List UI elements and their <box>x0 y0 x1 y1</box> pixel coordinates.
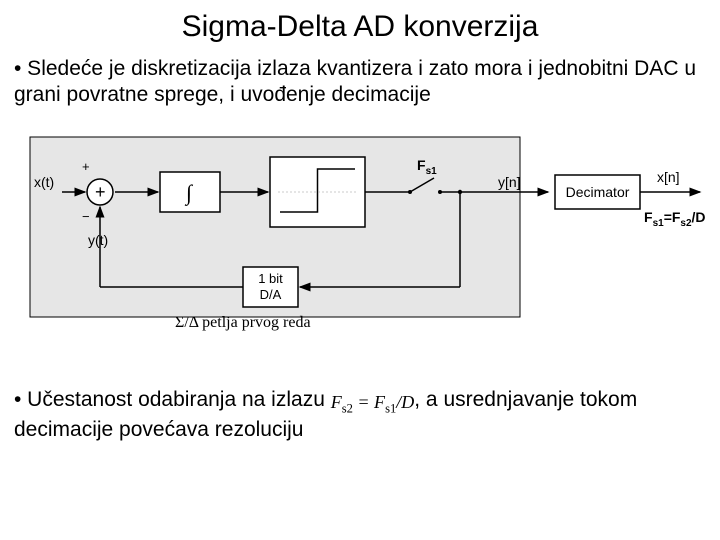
svg-text:x(t): x(t) <box>34 174 54 190</box>
svg-text:+: + <box>95 182 106 202</box>
svg-text:1 bit: 1 bit <box>258 271 283 286</box>
formula-fs2: Fs2 = Fs1/D <box>331 391 415 417</box>
svg-text:x[n]: x[n] <box>657 169 680 185</box>
bullet-1: • Sledeće je diskretizacija izlaza kvant… <box>0 56 720 109</box>
svg-text:y(t): y(t) <box>88 232 108 248</box>
svg-text:+: + <box>82 159 90 174</box>
svg-text:−: − <box>82 209 90 224</box>
svg-text:Fs1=Fs2/D: Fs1=Fs2/D <box>644 209 706 229</box>
bullet-2: • Učestanost odabiranja na izlazu Fs2 = … <box>0 387 720 444</box>
svg-text:Decimator: Decimator <box>566 184 630 200</box>
page-title: Sigma-Delta AD konverzija <box>0 0 720 56</box>
svg-text:Σ/Δ petlja prvog reda: Σ/Δ petlja prvog reda <box>175 314 311 331</box>
block-diagram: x(t)++−∫Fs1y[n]1 bitD/Ay(t)Decimatorx[n]… <box>0 127 720 357</box>
svg-text:y[n]: y[n] <box>498 174 521 190</box>
bullet-2-pre: • Učestanost odabiranja na izlazu <box>14 388 331 411</box>
svg-text:D/A: D/A <box>260 287 282 302</box>
